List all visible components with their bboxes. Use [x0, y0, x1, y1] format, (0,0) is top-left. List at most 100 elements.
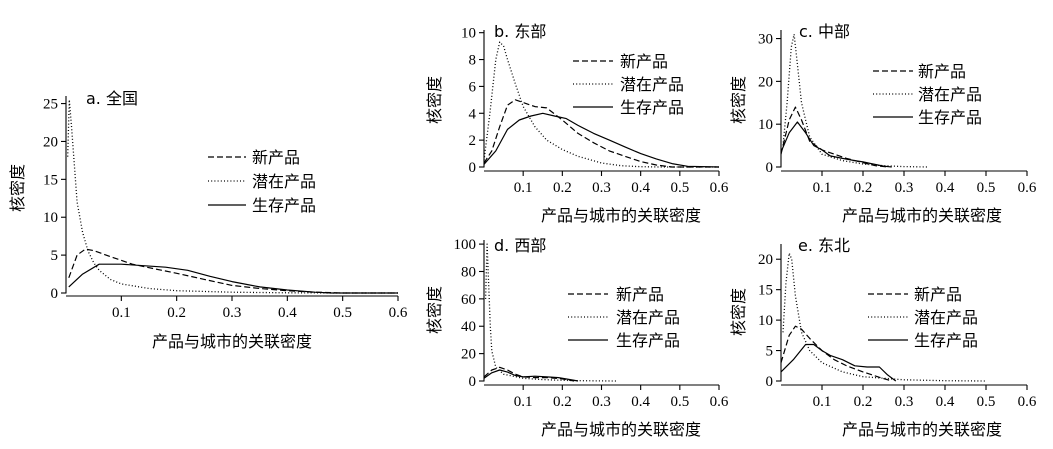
panel-d-x-tick-label-5: 0.6: [710, 394, 729, 410]
panel-b-y-tick-label-2: 4: [469, 106, 477, 122]
panel-d-y-label: 核密度: [425, 286, 444, 334]
panel-e-series-1-line: [782, 252, 987, 382]
panel-b-x-ticks: 0.1 0.2 0.3 0.4 0.5 0.6: [514, 171, 729, 196]
panel-c-x-ticks: 0.1 0.2 0.3 0.4 0.5 0.6: [813, 171, 1037, 196]
panel-d-y-ticks: 0 20 40 60 80 100: [454, 237, 484, 390]
panel-d-y-tick-label-5: 100: [454, 237, 477, 253]
panel-e-x-tick-label-3: 0.4: [936, 394, 955, 410]
panel-a-legend-new: 新产品: [252, 148, 300, 167]
panel-b-y-tick-label-4: 8: [469, 53, 477, 69]
panel-a-y-ticks: 0 5 10 15 20 25: [43, 97, 66, 302]
panel-a-x-tick-label-0: 0.1: [112, 305, 131, 321]
panel-d-y-tick-label-3: 60: [461, 292, 476, 308]
panel-c-curves: [780, 33, 929, 168]
panel-a-y-label: 核密度: [8, 164, 27, 212]
panel-northeast: 0 5 10 15 20 0.1 0.2 0.3 0.4 0.5 0.6 e. 东北 产品与城市的…: [729, 236, 1037, 439]
panel-c-x-tick-label-2: 0.3: [895, 180, 914, 196]
panel-d-curves: [483, 243, 618, 382]
panel-e-title: e. 东北: [798, 236, 850, 255]
panel-b-y-tick-label-0: 0: [469, 160, 477, 176]
panel-b-x-tick-label-5: 0.6: [710, 180, 729, 196]
panel-c-y-tick-label-3: 30: [758, 32, 773, 48]
panel-b-title: b. 东部: [494, 22, 546, 41]
panel-e-y-tick-label-0: 0: [766, 374, 774, 390]
panel-a-x-label: 产品与城市的关联密度: [152, 332, 312, 351]
panel-a-y-tick-label-5: 25: [43, 97, 58, 113]
panel-c-y-tick-label-2: 20: [758, 74, 773, 90]
panel-a-title: a. 全国: [86, 89, 138, 108]
panel-b-y-tick-label-3: 6: [469, 79, 477, 95]
panel-a-series-0-line: [68, 248, 398, 294]
panel-a-y-tick-label-4: 20: [43, 134, 58, 150]
panel-d-x-tick-label-0: 0.1: [514, 394, 533, 410]
panel-b-series-0-line: [483, 99, 719, 168]
panel-national: 0 5 10 15 20 25 0.1 0.2 0.3 0.4 0.5 0.6 a. 全国 产品与城…: [8, 89, 408, 351]
panel-e-y-label: 核密度: [729, 288, 748, 336]
panel-c-x-label: 产品与城市的关联密度: [842, 206, 1002, 225]
panel-b-y-tick-label-5: 10: [461, 26, 476, 42]
panel-d-y-tick-label-0: 0: [469, 374, 477, 390]
panel-e-legend-new: 新产品: [914, 285, 962, 304]
panel-d-x-ticks: 0.1 0.2 0.3 0.4 0.5 0.6: [514, 385, 729, 410]
panel-e-legend-surviving: 生存产品: [914, 331, 978, 350]
panel-c-x-tick-label-4: 0.5: [977, 180, 996, 196]
panel-a-series-2-line: [68, 263, 398, 294]
panel-c-legend-new: 新产品: [918, 62, 966, 81]
panel-d-series-0-line: [483, 366, 575, 382]
panel-d-x-tick-label-2: 0.3: [592, 394, 611, 410]
panel-d-x-tick-label-1: 0.2: [553, 394, 572, 410]
panel-d-x-tick-label-3: 0.4: [631, 394, 650, 410]
panel-b-y-ticks: 0 2 4 6 8 10: [461, 26, 484, 176]
panel-c-y-tick-label-1: 10: [758, 117, 773, 133]
panel-e-series-2-line: [780, 343, 897, 382]
panel-c-legend-potential: 潜在产品: [918, 85, 982, 104]
panel-b-series-2-line: [483, 112, 720, 168]
panel-d-legend-potential: 潜在产品: [616, 308, 680, 327]
panel-e-x-label: 产品与城市的关联密度: [842, 420, 1002, 439]
panel-d-title: d. 西部: [494, 236, 546, 255]
panel-e-legend: 新产品 潜在产品 生存产品: [868, 285, 978, 350]
panel-e-legend-potential: 潜在产品: [914, 308, 978, 327]
panel-e-x-tick-label-0: 0.1: [813, 394, 832, 410]
panel-b-curves: [483, 41, 720, 168]
panel-e-x-tick-label-2: 0.3: [895, 394, 914, 410]
panel-a-x-ticks: 0.1 0.2 0.3 0.4 0.5 0.6: [112, 296, 408, 321]
panel-a-series-1-line: [67, 99, 398, 294]
panel-e-y-tick-label-2: 10: [758, 313, 773, 329]
panel-c-series-1-line: [782, 33, 929, 168]
panel-d-y-tick-label-1: 20: [461, 347, 476, 363]
panel-d-y-tick-label-2: 40: [461, 319, 476, 335]
panel-c-title: c. 中部: [799, 22, 850, 41]
panel-b-x-tick-label-2: 0.3: [592, 180, 611, 196]
panel-c-x-tick-label-5: 0.6: [1018, 180, 1037, 196]
panel-west: 0 20 40 60 80 100 0.1 0.2 0.3 0.4 0.5 0.6 d. 西部 产品…: [425, 236, 729, 439]
panel-a-x-tick-label-2: 0.3: [223, 305, 242, 321]
panel-c-x-tick-label-1: 0.2: [854, 180, 873, 196]
panel-a-y-tick-label-3: 15: [43, 172, 58, 188]
panel-central: 0 10 20 30 0.1 0.2 0.3 0.4 0.5 0.6 c. 中部 产品与城市的关…: [729, 22, 1037, 225]
panel-d-legend-new: 新产品: [616, 285, 664, 304]
panel-d-y-tick-label-4: 80: [461, 264, 476, 280]
panel-b-y-label: 核密度: [425, 76, 444, 124]
panel-a-y-tick-label-2: 10: [43, 210, 58, 226]
panel-d-series-1-line: [484, 243, 618, 382]
panel-c-x-tick-label-0: 0.1: [813, 180, 832, 196]
panel-b-x-label: 产品与城市的关联密度: [541, 206, 701, 225]
panel-a-x-tick-label-1: 0.2: [167, 305, 186, 321]
panel-a-legend: 新产品 潜在产品 生存产品: [208, 148, 316, 215]
panel-b-legend: 新产品 潜在产品 生存产品: [573, 52, 684, 117]
panel-d-series-2-line: [483, 369, 579, 382]
panel-a-legend-potential: 潜在产品: [252, 172, 316, 191]
panel-d-x-tick-label-4: 0.5: [670, 394, 689, 410]
panel-c-legend-surviving: 生存产品: [918, 108, 982, 127]
panel-e-y-tick-label-1: 5: [766, 344, 774, 360]
panel-b-legend-potential: 潜在产品: [620, 75, 684, 94]
panel-d-legend: 新产品 潜在产品 生存产品: [568, 285, 680, 350]
panel-d-legend-surviving: 生存产品: [616, 331, 680, 350]
panel-b-legend-surviving: 生存产品: [620, 98, 684, 117]
panel-b-x-tick-label-4: 0.5: [670, 180, 689, 196]
panel-b-x-tick-label-3: 0.4: [631, 180, 650, 196]
panel-a-x-tick-label-4: 0.5: [333, 305, 352, 321]
panel-e-x-ticks: 0.1 0.2 0.3 0.4 0.5 0.6: [813, 385, 1037, 410]
